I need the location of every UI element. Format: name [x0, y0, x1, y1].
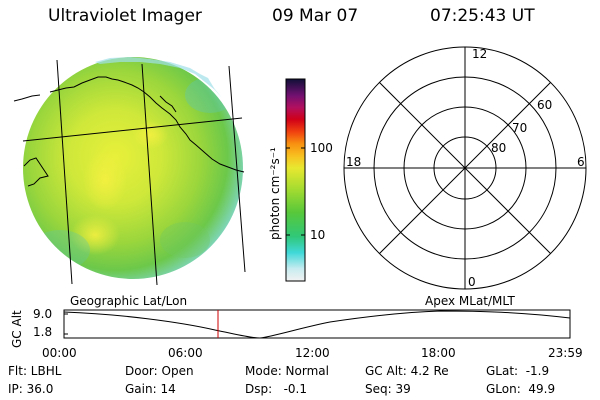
mlat-label-80: 80 [491, 141, 507, 155]
gain-info: Gain: 14 [125, 382, 176, 396]
earth-disc-image [23, 57, 243, 279]
glon-info: GLon: 49.9 [486, 382, 556, 396]
gc-alt-axis-label: GC Alt [10, 310, 24, 348]
time-tick-0600: 06:00 [168, 346, 203, 360]
altitude-plot [63, 309, 571, 339]
filter-info: Flt: LBHL [8, 364, 62, 378]
time-tick-0000: 00:00 [42, 346, 77, 360]
mode-info: Mode: Normal [245, 364, 329, 378]
door-info: Door: Open [125, 364, 194, 378]
apex-projection-label: Apex MLat/MLT [425, 294, 515, 308]
colorbar-tick-10: 10 [310, 228, 326, 242]
colorbar-tick-100: 100 [310, 141, 333, 155]
date-label: 09 Mar 07 [272, 6, 359, 26]
mlt-label-12: 12 [472, 47, 488, 61]
glat-info: GLat: -1.9 [486, 364, 550, 378]
mlt-label-18: 18 [346, 155, 362, 169]
coastlines [13, 76, 245, 187]
mlat-label-60: 60 [537, 98, 553, 112]
alt-y-bottom: 1.8 [33, 325, 53, 339]
time-tick-1800: 18:00 [421, 346, 456, 360]
colorbar-unit-label: photon cm⁻²s⁻¹ [268, 147, 282, 240]
ip-info: IP: 36.0 [8, 382, 54, 396]
time-tick-2359: 23:59 [548, 346, 583, 360]
mlat-label-70: 70 [512, 121, 528, 135]
time-label: 07:25:43 UT [430, 6, 535, 26]
instrument-title: Ultraviolet Imager [48, 6, 202, 26]
alt-y-top: 9.0 [33, 307, 53, 321]
geographic-projection-label: Geographic Lat/Lon [70, 294, 188, 308]
mlt-label-0: 0 [468, 275, 476, 289]
color-bar [285, 78, 306, 282]
time-tick-1200: 12:00 [295, 346, 330, 360]
altitude-curve [63, 310, 571, 339]
geo-grid-lines [22, 59, 246, 286]
dsp-info: Dsp: -0.1 [245, 382, 308, 396]
mlt-label-6: 6 [577, 155, 585, 169]
polar-grid [343, 46, 587, 290]
seq-info: Seq: 39 [365, 382, 411, 396]
gc-alt-info: GC Alt: 4.2 Re [365, 364, 449, 378]
